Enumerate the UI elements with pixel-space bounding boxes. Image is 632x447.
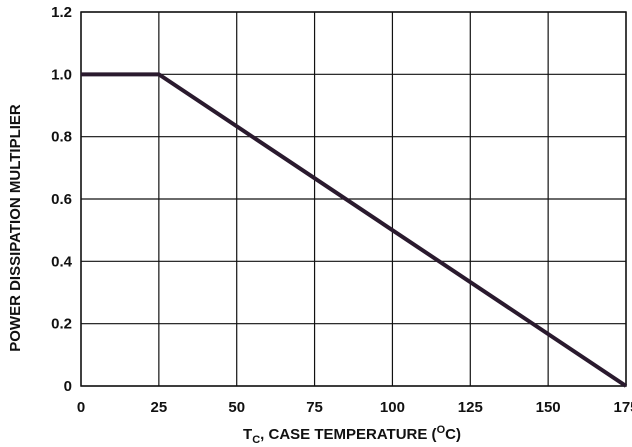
x-axis-title-middle: , CASE TEMPERATURE ( [260, 426, 436, 443]
y-tick-label: 0.4 [51, 253, 73, 270]
x-tick-label: 50 [228, 399, 245, 416]
x-tick-label: 150 [536, 399, 561, 416]
x-axis-title-superscript: O [437, 424, 446, 436]
plot-frame [80, 11, 627, 387]
x-tick-labels: 0 25 50 75 100 125 150 175 [77, 399, 632, 416]
x-axis-title-subscript: C [252, 434, 260, 446]
x-tick-label: 125 [458, 399, 483, 416]
y-tick-label: 0.8 [51, 129, 72, 146]
derating-curve [81, 72, 628, 388]
x-tick-label: 100 [380, 399, 405, 416]
x-tick-label: 75 [306, 399, 323, 416]
y-axis-title: POWER DISSIPATION MULTIPLIER [7, 104, 24, 352]
y-tick-label: 0 [64, 378, 72, 395]
y-tick-label: 1.0 [51, 66, 72, 83]
y-tick-label: 1.2 [51, 4, 72, 21]
x-axis-title-main: T [243, 426, 252, 443]
grid-lines [80, 11, 627, 387]
series-lines [81, 72, 628, 388]
y-tick-label: 0.2 [51, 316, 72, 333]
x-axis-title: TC, CASE TEMPERATURE (OC) [243, 424, 461, 446]
x-tick-label: 0 [77, 399, 85, 416]
y-tick-label: 0.6 [51, 191, 72, 208]
x-tick-label: 175 [613, 399, 632, 416]
x-tick-label: 25 [151, 399, 168, 416]
y-tick-labels: 0 0.2 0.4 0.6 0.8 1.0 1.2 [51, 4, 73, 395]
x-axis-title-end: C) [445, 426, 461, 443]
